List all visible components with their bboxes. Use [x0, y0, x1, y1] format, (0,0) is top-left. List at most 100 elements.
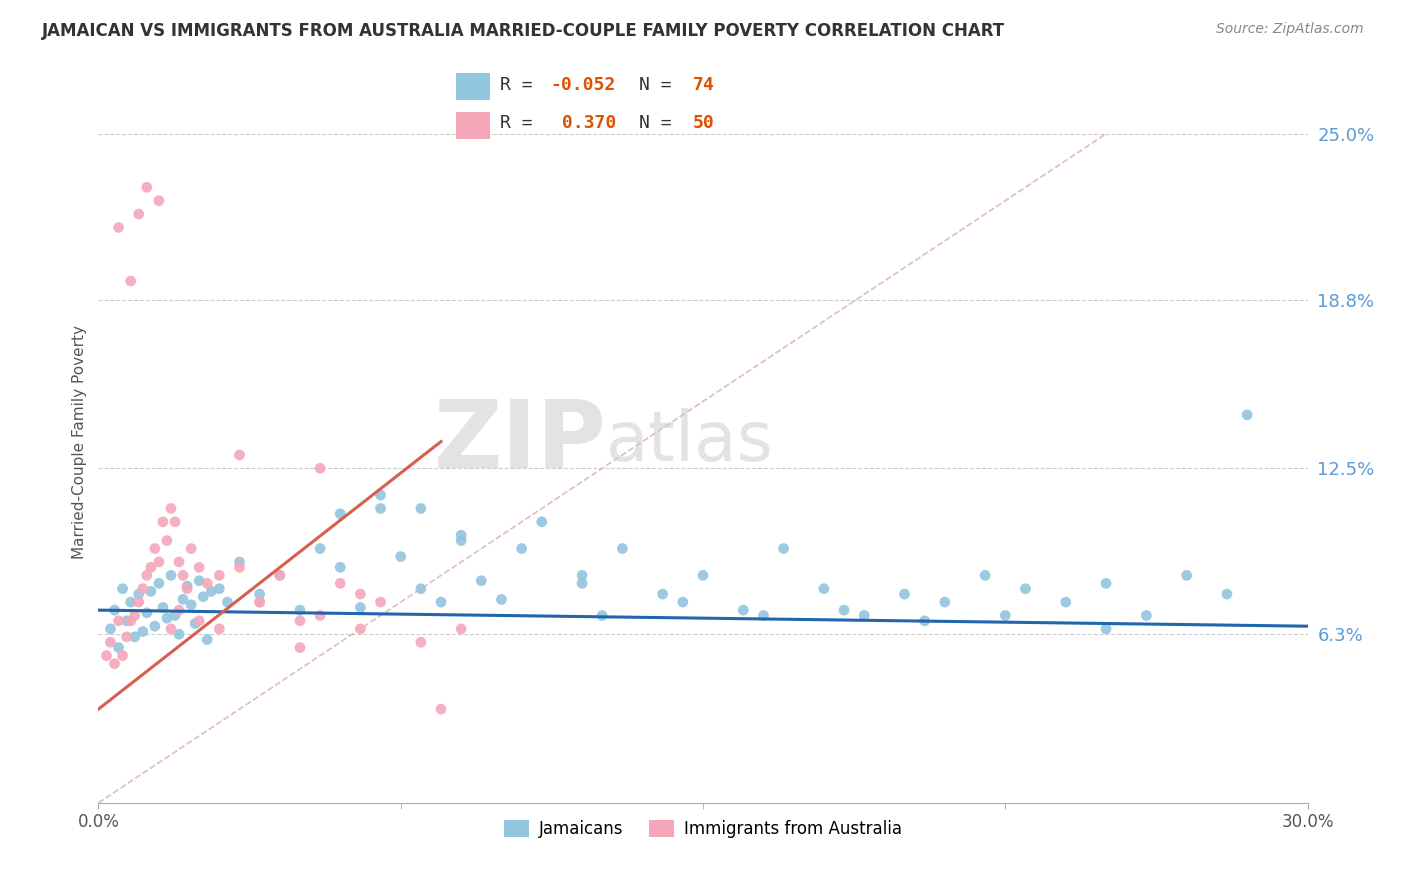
Immigrants from Australia	[288, 614, 311, 628]
Text: Source: ZipAtlas.com: Source: ZipAtlas.com	[1216, 22, 1364, 37]
Jamaicans	[217, 595, 239, 609]
Jamaicans	[193, 590, 215, 604]
Jamaicans	[228, 555, 250, 569]
Immigrants from Australia	[180, 541, 202, 556]
Jamaicans	[1135, 608, 1157, 623]
Jamaicans	[612, 541, 634, 556]
Jamaicans	[329, 507, 352, 521]
Immigrants from Australia	[115, 630, 138, 644]
Jamaicans	[172, 592, 194, 607]
Jamaicans	[143, 619, 166, 633]
Jamaicans	[813, 582, 835, 596]
Immigrants from Australia	[160, 622, 183, 636]
Jamaicans	[103, 603, 125, 617]
Jamaicans	[733, 603, 755, 617]
Jamaicans	[994, 608, 1017, 623]
Jamaicans	[370, 501, 392, 516]
Immigrants from Australia	[228, 560, 250, 574]
Immigrants from Australia	[176, 582, 198, 596]
Jamaicans	[591, 608, 613, 623]
Immigrants from Australia	[139, 560, 162, 574]
Y-axis label: Married-Couple Family Poverty: Married-Couple Family Poverty	[72, 325, 87, 558]
Immigrants from Australia	[172, 568, 194, 582]
Immigrants from Australia	[195, 576, 218, 591]
Immigrants from Australia	[329, 576, 352, 591]
Jamaicans	[832, 603, 855, 617]
Immigrants from Australia	[228, 448, 250, 462]
Immigrants from Australia	[143, 541, 166, 556]
Jamaicans	[115, 614, 138, 628]
Immigrants from Australia	[107, 614, 129, 628]
Jamaicans	[370, 488, 392, 502]
Jamaicans	[288, 603, 311, 617]
Jamaicans	[111, 582, 134, 596]
Jamaicans	[409, 582, 432, 596]
Immigrants from Australia	[100, 635, 122, 649]
Immigrants from Australia	[349, 622, 371, 636]
Jamaicans	[329, 560, 352, 574]
Jamaicans	[148, 576, 170, 591]
Jamaicans	[156, 611, 179, 625]
Immigrants from Australia	[309, 608, 332, 623]
Immigrants from Australia	[188, 614, 211, 628]
Jamaicans	[128, 587, 150, 601]
Jamaicans	[195, 632, 218, 647]
Immigrants from Australia	[167, 555, 190, 569]
Jamaicans	[180, 598, 202, 612]
Jamaicans	[430, 595, 453, 609]
Text: R =: R =	[501, 114, 554, 132]
Jamaicans	[491, 592, 513, 607]
Immigrants from Australia	[430, 702, 453, 716]
Text: ZIP: ZIP	[433, 395, 606, 488]
Jamaicans	[269, 568, 291, 582]
Immigrants from Australia	[124, 608, 146, 623]
Jamaicans	[132, 624, 155, 639]
Jamaicans	[934, 595, 956, 609]
Jamaicans	[409, 501, 432, 516]
Jamaicans	[1236, 408, 1258, 422]
Immigrants from Australia	[111, 648, 134, 663]
Jamaicans	[893, 587, 915, 601]
Immigrants from Australia	[120, 614, 142, 628]
Immigrants from Australia	[249, 595, 271, 609]
Jamaicans	[914, 614, 936, 628]
Jamaicans	[450, 533, 472, 548]
Text: N =: N =	[638, 114, 682, 132]
Immigrants from Australia	[148, 555, 170, 569]
Jamaicans	[772, 541, 794, 556]
Immigrants from Australia	[370, 595, 392, 609]
Jamaicans	[167, 627, 190, 641]
Immigrants from Australia	[409, 635, 432, 649]
Jamaicans	[1216, 587, 1239, 601]
Immigrants from Australia	[188, 560, 211, 574]
Immigrants from Australia	[152, 515, 174, 529]
Jamaicans	[107, 640, 129, 655]
Immigrants from Australia	[128, 595, 150, 609]
Immigrants from Australia	[107, 220, 129, 235]
Jamaicans	[135, 606, 157, 620]
Jamaicans	[470, 574, 492, 588]
Jamaicans	[752, 608, 775, 623]
Immigrants from Australia	[309, 461, 332, 475]
Jamaicans	[1054, 595, 1077, 609]
Jamaicans	[124, 630, 146, 644]
Jamaicans	[1175, 568, 1198, 582]
Jamaicans	[853, 608, 876, 623]
Jamaicans	[974, 568, 997, 582]
Text: R =: R =	[501, 77, 544, 95]
Bar	[457, 72, 491, 100]
Jamaicans	[571, 576, 593, 591]
Jamaicans	[530, 515, 553, 529]
Immigrants from Australia	[103, 657, 125, 671]
Text: -0.052: -0.052	[551, 77, 616, 95]
Text: N =: N =	[638, 77, 682, 95]
Legend: Jamaicans, Immigrants from Australia: Jamaicans, Immigrants from Australia	[498, 814, 908, 845]
Text: 0.370: 0.370	[551, 114, 616, 132]
Jamaicans	[163, 608, 186, 623]
Immigrants from Australia	[96, 648, 118, 663]
Immigrants from Australia	[167, 603, 190, 617]
Jamaicans	[208, 582, 231, 596]
Text: atlas: atlas	[606, 408, 775, 475]
Immigrants from Australia	[349, 587, 371, 601]
Immigrants from Australia	[208, 568, 231, 582]
